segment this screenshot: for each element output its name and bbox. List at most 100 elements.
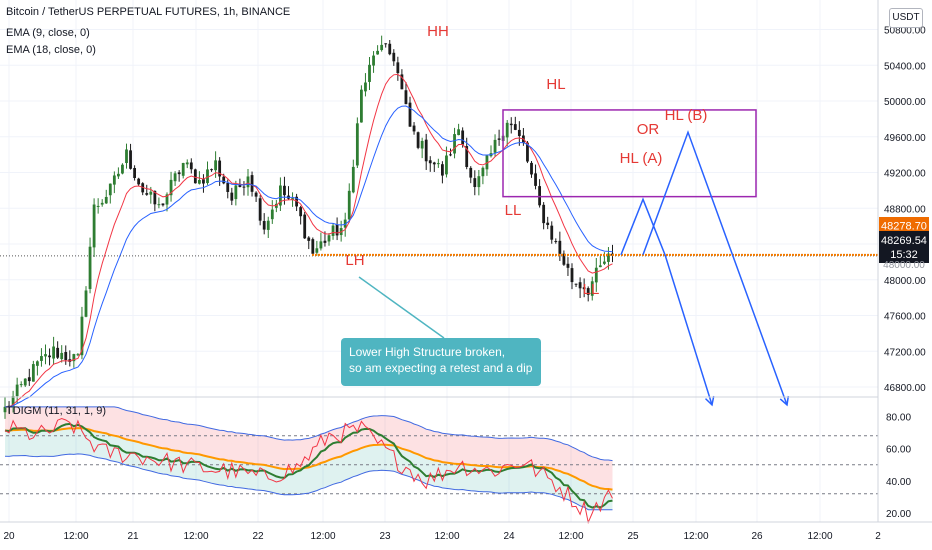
ema-fast-legend[interactable]: EMA (9, close, 0): [6, 27, 90, 39]
candle-body: [497, 138, 501, 140]
candle-body: [469, 167, 473, 178]
ema-slow-line: [4, 105, 613, 408]
price-tick-label: 48000.00: [884, 276, 926, 287]
candle-body: [27, 377, 31, 382]
indicator-baseline: [4, 427, 613, 491]
candle-body: [177, 172, 181, 175]
candle-body: [262, 221, 266, 230]
candle-body: [80, 316, 84, 356]
countdown-text: 15:32: [890, 249, 918, 261]
candle-body: [129, 150, 132, 169]
time-tick-label: 21: [127, 531, 139, 542]
time-tick-label: 12:00: [434, 531, 459, 542]
candle-body: [554, 241, 558, 243]
time-tick-label: 12:00: [183, 531, 208, 542]
candle-body: [449, 154, 452, 156]
candle-body: [441, 164, 444, 176]
candle-body: [526, 142, 529, 162]
candle-body: [327, 235, 331, 242]
candle-body: [307, 237, 311, 241]
candle-body: [505, 122, 509, 138]
candle-body: [550, 225, 554, 240]
candle-body: [279, 185, 282, 206]
candle-body: [254, 192, 258, 197]
time-tick-label: 26: [751, 531, 763, 542]
candle-body: [376, 50, 379, 55]
label-hh: HH: [427, 23, 449, 40]
time-tick-label: 12:00: [807, 531, 832, 542]
candle-body: [319, 241, 323, 249]
candle-body: [590, 281, 594, 296]
candle-body: [96, 205, 100, 207]
price-tick-label: 50800.00: [884, 26, 926, 37]
indicator-legend[interactable]: TDIGM (11, 31, 1, 9): [6, 405, 107, 417]
candle-body: [246, 176, 250, 188]
candle-body: [133, 167, 136, 178]
candle-body: [586, 288, 590, 295]
indicator-tick-label: 80.00: [886, 413, 911, 424]
price-tick-label: 47600.00: [884, 312, 926, 323]
candle-body: [242, 186, 246, 188]
time-tick-label: 12:00: [683, 531, 708, 542]
arrowhead-a: [705, 395, 715, 407]
candle-body: [72, 354, 76, 362]
candle-body: [36, 361, 39, 366]
candle-body: [100, 202, 104, 205]
label-or: OR: [637, 121, 660, 138]
candle-body: [517, 129, 521, 136]
candle-body: [60, 352, 64, 360]
candle-body: [108, 183, 112, 196]
candle-body: [408, 102, 412, 127]
candle-body: [315, 248, 319, 253]
candle-body: [198, 180, 201, 184]
callout-line-2: so am expecting a retest and a dip: [349, 361, 533, 375]
candle-body: [562, 253, 566, 265]
time-tick-label: 2: [875, 531, 881, 542]
projection-path-a: [620, 197, 713, 406]
candle-body: [23, 378, 27, 386]
candle-body: [88, 246, 92, 289]
candle-body: [461, 130, 465, 145]
support-price-tag: [879, 217, 929, 234]
candle-body: [384, 43, 388, 45]
label-hl-b: HL (B): [665, 107, 708, 124]
candle-body: [574, 283, 578, 285]
candle-body: [15, 384, 19, 397]
candle-body: [416, 132, 420, 148]
callout-pointer: [358, 276, 445, 339]
time-tick-label: 25: [627, 531, 639, 542]
candle-body: [125, 149, 128, 164]
candle-body: [335, 224, 339, 236]
candle-body: [84, 290, 88, 317]
symbol-legend[interactable]: Bitcoin / TetherUS PERPETUAL FUTURES, 1h…: [6, 6, 291, 18]
candle-body: [121, 164, 124, 174]
candle-body: [400, 74, 404, 90]
time-tick-label: 12:00: [63, 531, 88, 542]
time-tick-label: 12:00: [310, 531, 335, 542]
candle-body: [445, 155, 448, 175]
ema-fast-line: [4, 73, 613, 408]
label-hl-top: HL: [546, 76, 565, 93]
currency-button[interactable]: USDT: [889, 8, 923, 28]
ema-slow-legend[interactable]: EMA (18, close, 0): [6, 44, 96, 56]
label-lh: LH: [345, 252, 364, 269]
candle-body: [295, 196, 298, 207]
candle-body: [48, 355, 51, 358]
candle-body: [566, 263, 570, 268]
candle-body: [582, 287, 586, 290]
candle-body: [530, 162, 533, 175]
candle-body: [92, 204, 96, 248]
price-tick-label: 49200.00: [884, 169, 926, 180]
indicator-upper-fill: [5, 406, 613, 490]
candle-body: [210, 169, 213, 171]
ema-lines: [4, 73, 613, 408]
indicator-lower-band: [4, 453, 613, 511]
candle-body: [149, 191, 153, 195]
price-tick-label: 47200.00: [884, 347, 926, 358]
candle-body: [222, 176, 226, 184]
candle-body: [380, 44, 384, 51]
candle-body: [420, 140, 424, 149]
projection-path-b: [642, 130, 788, 406]
candle-body: [52, 346, 55, 359]
